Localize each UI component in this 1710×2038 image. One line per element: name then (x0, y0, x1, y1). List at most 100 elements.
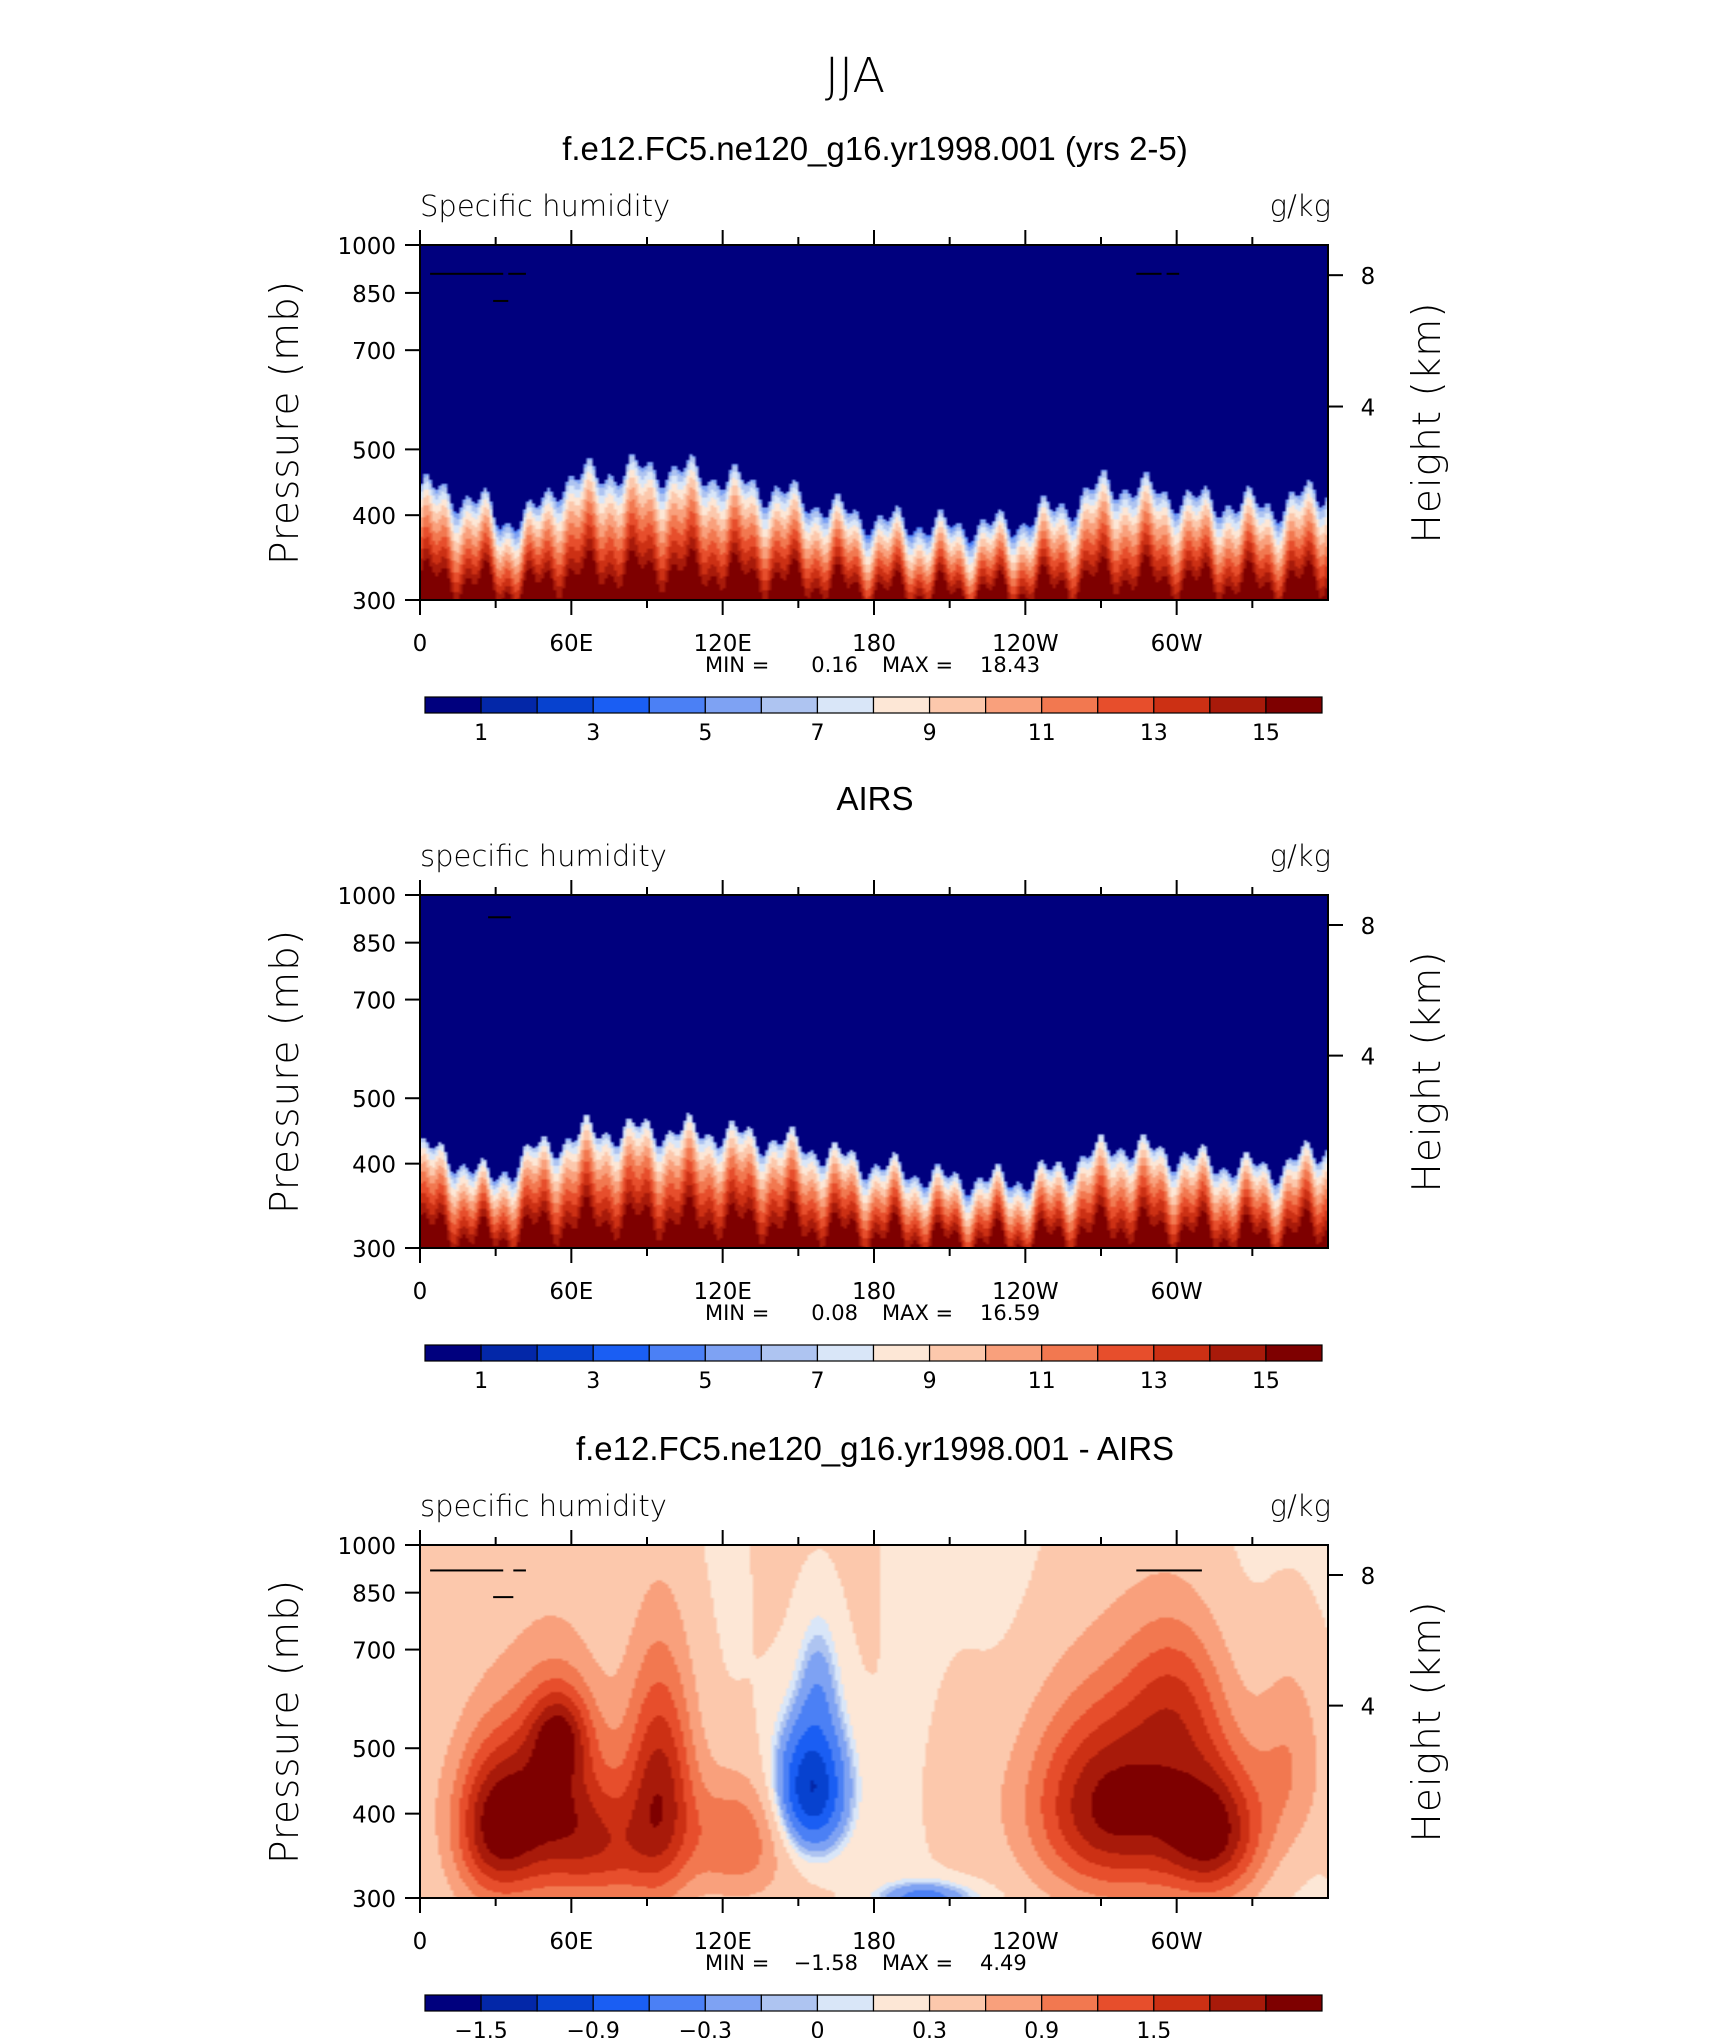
colorbar-box (592, 696, 650, 714)
y-axis-title: Pressure (mb) (263, 1579, 308, 1864)
panel-3 (405, 1530, 1343, 2012)
y-axis-title: Pressure (mb) (263, 280, 308, 565)
y2-axis-title: Height (km) (1405, 302, 1450, 544)
y-tick-label: 500 (352, 1737, 396, 1763)
land-mask (508, 272, 526, 275)
y-tick-label: 700 (352, 339, 396, 365)
colorbar-label: 9 (923, 721, 937, 746)
y-tick-label: 500 (352, 438, 396, 464)
x-tick-label: 60E (549, 631, 593, 657)
colorbar-label: 9 (923, 1369, 937, 1394)
y-tick-label: 300 (352, 589, 396, 615)
panel-title: f.e12.FC5.ne120_g16.yr1998.001 - AIRS (576, 1430, 1174, 1467)
colorbar-label: 0.9 (1024, 2019, 1059, 2038)
panel-2 (405, 880, 1343, 1362)
colorbar-box (760, 1994, 819, 2012)
colorbar-box (816, 1344, 875, 1362)
x-tick-label: 180 (852, 1929, 896, 1955)
colorbar-box (928, 696, 987, 714)
x-tick-label: 60W (1151, 1279, 1203, 1305)
land-mask (1136, 1569, 1202, 1572)
colorbar-label: 11 (1028, 721, 1056, 746)
colorbar-label: 1 (474, 721, 488, 746)
colorbar-box (480, 696, 538, 714)
colorbar-label: 13 (1140, 721, 1168, 746)
colorbar-box (928, 1994, 987, 2012)
colorbar-label: 13 (1140, 1369, 1168, 1394)
colorbar-box (1209, 1344, 1267, 1362)
colorbar-box (1041, 1994, 1099, 2012)
land-mask (488, 916, 511, 919)
y-tick-label: 850 (352, 282, 396, 308)
colorbar-box (1265, 696, 1323, 714)
max-value: 18.43 (980, 653, 1040, 677)
colorbar-box (648, 1344, 706, 1362)
colorbar-label: −1.5 (454, 2019, 507, 2038)
colorbar-label: −0.9 (566, 2019, 619, 2038)
colorbar-box (1153, 696, 1211, 714)
panel-title: f.e12.FC5.ne120_g16.yr1998.001 (yrs 2-5) (562, 130, 1188, 167)
x-tick-label: 120W (992, 631, 1059, 657)
colorbar-box (1041, 1344, 1099, 1362)
colorbar-box (424, 696, 482, 714)
colorbar-box (536, 1994, 594, 2012)
units-string: g/kg (1270, 1489, 1331, 1523)
figure-title: JJA (825, 48, 885, 104)
colorbar-label: 0 (810, 2019, 824, 2038)
colorbar-box (1265, 1344, 1323, 1362)
y-tick-label: 400 (352, 504, 396, 530)
left-string: specific humidity (420, 1489, 667, 1523)
colorbar-box (592, 1344, 650, 1362)
y2-axis-title: Height (km) (1405, 951, 1450, 1193)
colorbar-label: 5 (698, 1369, 712, 1394)
colorbar-label: 0.3 (912, 2019, 947, 2038)
x-tick-label: 120E (693, 1279, 751, 1305)
colorbar-box (424, 1994, 482, 2012)
panel-1 (405, 230, 1343, 714)
colorbar-box (985, 1344, 1043, 1362)
colorbar-label: 1.5 (1136, 2019, 1171, 2038)
min-label: MIN = (705, 653, 769, 677)
y-tick-label: 500 (352, 1087, 396, 1113)
max-value: 4.49 (980, 1951, 1027, 1975)
colorbar-label: 15 (1252, 1369, 1280, 1394)
colorbar-box (1265, 1994, 1323, 2012)
y-tick-label: 300 (352, 1887, 396, 1913)
colorbar-box (760, 696, 819, 714)
y-tick-label: 400 (352, 1153, 396, 1179)
colorbar-label: 3 (586, 1369, 600, 1394)
x-tick-label: 120W (992, 1279, 1059, 1305)
y-tick-label: 700 (352, 1639, 396, 1665)
y-tick-label: 1000 (337, 1534, 396, 1560)
colorbar-label: 5 (698, 721, 712, 746)
y-tick-label: 850 (352, 932, 396, 958)
x-tick-label: 120W (992, 1929, 1059, 1955)
colorbar-box (1097, 696, 1155, 714)
min-label: MIN = (705, 1301, 769, 1325)
panel-title: AIRS (836, 780, 913, 817)
colorbar-box (704, 1994, 762, 2012)
colorbar-box (985, 1994, 1043, 2012)
x-tick-label: 60E (549, 1929, 593, 1955)
colorbar-box (1209, 696, 1267, 714)
y2-tick-label: 4 (1361, 396, 1376, 422)
colorbar-box (1097, 1344, 1155, 1362)
x-tick-label: 180 (852, 1279, 896, 1305)
left-string: Specific humidity (420, 189, 670, 223)
x-tick-label: 60E (549, 1279, 593, 1305)
colorbar-box (985, 696, 1043, 714)
x-tick-label: 120E (693, 631, 751, 657)
x-tick-label: 180 (852, 631, 896, 657)
y2-tick-label: 4 (1361, 1695, 1376, 1721)
colorbar-box (536, 1344, 594, 1362)
y-tick-label: 700 (352, 989, 396, 1015)
min-label: MIN = (705, 1951, 769, 1975)
colorbar-box (480, 1994, 538, 2012)
colorbar-box (1153, 1344, 1211, 1362)
colorbar-box (480, 1344, 538, 1362)
colorbar-box (1209, 1994, 1267, 2012)
max-label: MAX = (882, 1301, 953, 1325)
y-tick-label: 300 (352, 1237, 396, 1263)
min-value: 0.16 (811, 653, 858, 677)
